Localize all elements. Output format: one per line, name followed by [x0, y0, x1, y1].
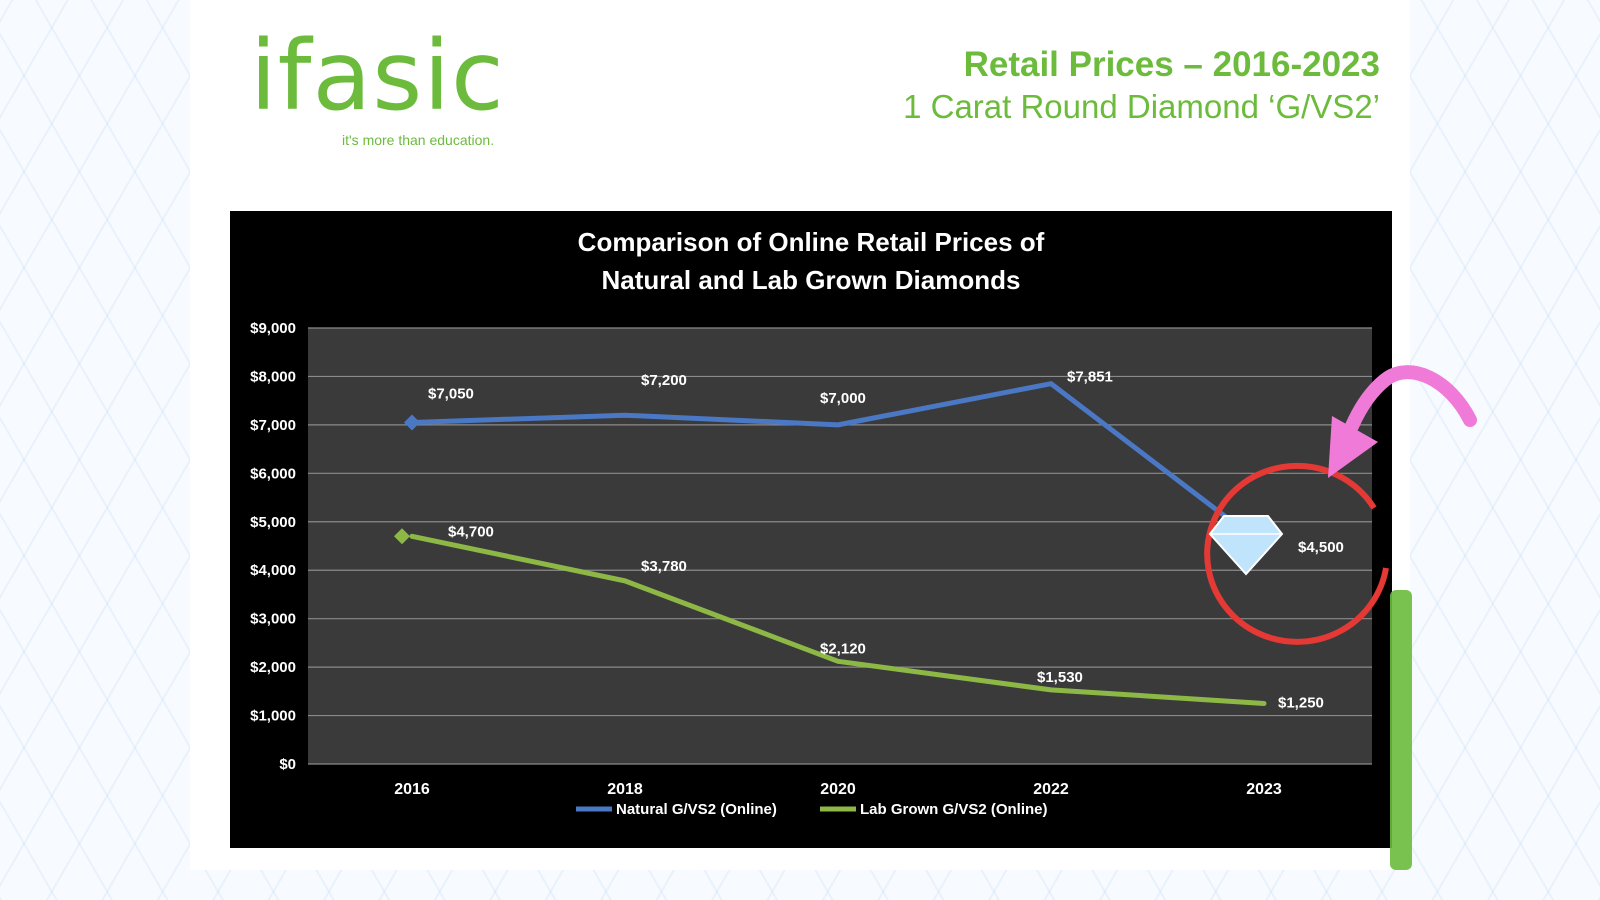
legend-label: Natural G/VS2 (Online)	[616, 801, 777, 818]
data-label: $4,500	[1298, 539, 1344, 556]
green-decoration	[1390, 590, 1412, 870]
data-label: $2,120	[820, 640, 866, 657]
x-tick-label: 2023	[1246, 781, 1282, 798]
pointer-arrow-icon	[1328, 365, 1477, 478]
x-tick-label: 2020	[820, 781, 856, 798]
y-tick-label: $5,000	[250, 514, 296, 531]
y-tick-label: $6,000	[250, 465, 296, 482]
chart-title-line: Comparison of Online Retail Prices of	[578, 227, 1045, 257]
logo-tagline: it's more than education.	[342, 132, 495, 148]
line-chart: Comparison of Online Retail Prices of Nat…	[250, 227, 1389, 818]
headline-subtitle: 1 Carat Round Diamond ‘G/VS2’	[903, 88, 1380, 125]
x-tick-label: 2022	[1033, 781, 1069, 798]
highlight-circle	[1204, 462, 1389, 645]
x-tick-label: 2016	[394, 781, 430, 798]
chart-container: Comparison of Online Retail Prices of Nat…	[230, 211, 1392, 848]
y-tick-label: $8,000	[250, 368, 296, 385]
y-tick-label: $7,000	[250, 417, 296, 434]
data-label: $1,250	[1278, 694, 1324, 711]
series-line-lab-grown	[409, 533, 1267, 706]
y-tick-label: $3,000	[250, 611, 296, 628]
legend-label: Lab Grown G/VS2 (Online)	[860, 801, 1048, 818]
plot-area	[308, 328, 1372, 764]
data-label: $1,530	[1037, 669, 1083, 686]
data-label: $7,000	[820, 390, 866, 407]
y-tick-label: $1,000	[250, 708, 296, 725]
headline: Retail Prices – 2016-2023 1 Carat Round …	[903, 44, 1380, 128]
y-tick-label: $4,000	[250, 562, 296, 579]
chart-title-line: Natural and Lab Grown Diamonds	[602, 265, 1021, 295]
y-tick-label: $0	[279, 756, 296, 773]
data-label: $7,200	[641, 372, 687, 389]
series-marker	[394, 528, 410, 545]
data-label: $4,700	[448, 523, 494, 540]
x-tick-label: 2018	[607, 781, 643, 798]
y-tick-label: $9,000	[250, 320, 296, 337]
data-label: $7,851	[1067, 369, 1113, 386]
logo: ifasic it's more than education.	[250, 28, 520, 153]
headline-title: Retail Prices – 2016-2023	[963, 45, 1380, 84]
y-tick-label: $2,000	[250, 659, 296, 676]
data-label: $7,050	[428, 385, 474, 402]
series-line-natural	[409, 381, 1267, 549]
logo-wordmark: ifasic	[250, 20, 505, 132]
data-label: $3,780	[641, 558, 687, 575]
series-marker	[404, 414, 420, 431]
diamond-icon	[1208, 515, 1284, 576]
